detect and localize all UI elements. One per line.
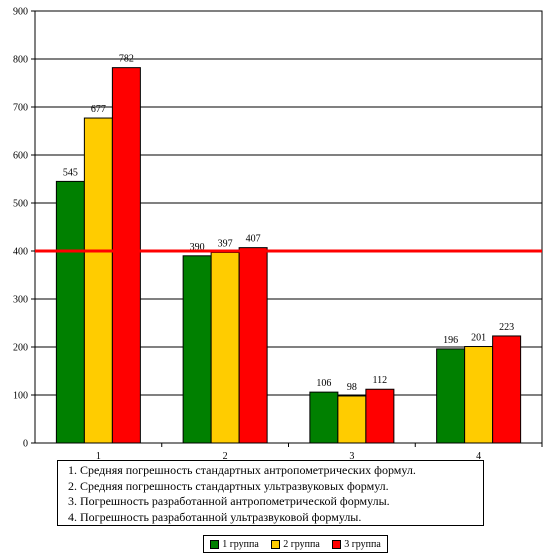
y-tick-label-100: 100 <box>13 391 28 402</box>
y-tick-label-800: 800 <box>13 55 28 66</box>
data-label-3-series-1: 106 <box>316 378 331 389</box>
bar-4-series-2 <box>464 346 494 444</box>
bar-2-series-2 <box>210 251 240 444</box>
legend-swatch-1 <box>210 539 220 549</box>
chart-legend: 1 группа 2 группа 3 группа <box>203 535 388 553</box>
legend-item-2: 2 группа <box>271 539 320 550</box>
bar-chart: 0 100 200 300 400 500 600 700 800 900 1 545 677 782 2 3… <box>13 7 543 460</box>
x-tick-label-1: 1 <box>96 451 101 460</box>
data-label-4-series-1: 196 <box>443 335 458 346</box>
y-tick-label-500: 500 <box>13 199 28 210</box>
bar-3-series-2 <box>337 395 367 444</box>
data-label-2-series-3: 407 <box>246 234 261 245</box>
data-label-1-series-3: 782 <box>119 54 134 65</box>
y-tick-label-300: 300 <box>13 295 28 306</box>
x-tick-label-2: 2 <box>223 451 228 460</box>
bar-3-series-3 <box>365 388 395 444</box>
description-line-3: 3. Погрешность разработанной антропометр… <box>68 494 390 509</box>
bar-1-series-2 <box>83 117 113 444</box>
legend-item-3: 3 группа <box>332 539 381 550</box>
data-label-3-series-2: 98 <box>347 382 357 393</box>
y-tick-label-700: 700 <box>13 103 28 114</box>
legend-label-2: 2 группа <box>283 538 320 550</box>
bar-1-series-3 <box>111 67 141 444</box>
data-label-4-series-3: 223 <box>499 322 514 333</box>
y-tick-label-600: 600 <box>13 151 28 162</box>
legend-swatch-3 <box>332 539 342 549</box>
description-line-1: 1. Средняя погрешность стандартных антро… <box>68 463 416 477</box>
bar-3-series-1 <box>309 391 339 444</box>
x-tick-label-4: 4 <box>476 451 481 460</box>
y-tick-label-200: 200 <box>13 343 28 354</box>
legend-label-1: 1 группа <box>222 538 259 550</box>
description-line-2: 2. Средняя погрешность стандартных ультр… <box>68 478 389 493</box>
bar-1-series-1 <box>55 180 85 444</box>
description-line-4: 4. Погрешность разработанной ультразвуко… <box>68 509 362 524</box>
data-label-4-series-2: 201 <box>471 333 486 344</box>
bar-4-series-3 <box>492 335 522 444</box>
y-tick-label-900: 900 <box>13 7 28 18</box>
legend-item-1: 1 группа <box>210 539 259 550</box>
data-label-1-series-2: 677 <box>91 104 106 115</box>
y-tick-label-400: 400 <box>13 247 28 258</box>
data-label-1-series-1: 545 <box>63 167 78 178</box>
data-label-2-series-1: 390 <box>190 242 205 253</box>
data-label-3-series-3: 112 <box>373 375 388 386</box>
legend-swatch-2 <box>271 539 281 549</box>
x-tick-label-3: 3 <box>349 451 354 460</box>
y-tick-label-0: 0 <box>23 439 28 450</box>
data-label-2-series-2: 397 <box>218 238 233 249</box>
bar-2-series-1 <box>182 255 212 444</box>
bar-4-series-1 <box>436 348 466 444</box>
legend-label-3: 3 группа <box>344 538 381 550</box>
bar-2-series-3 <box>238 247 268 444</box>
description-box: 1. Средняя погрешность стандартных антро… <box>57 460 484 526</box>
